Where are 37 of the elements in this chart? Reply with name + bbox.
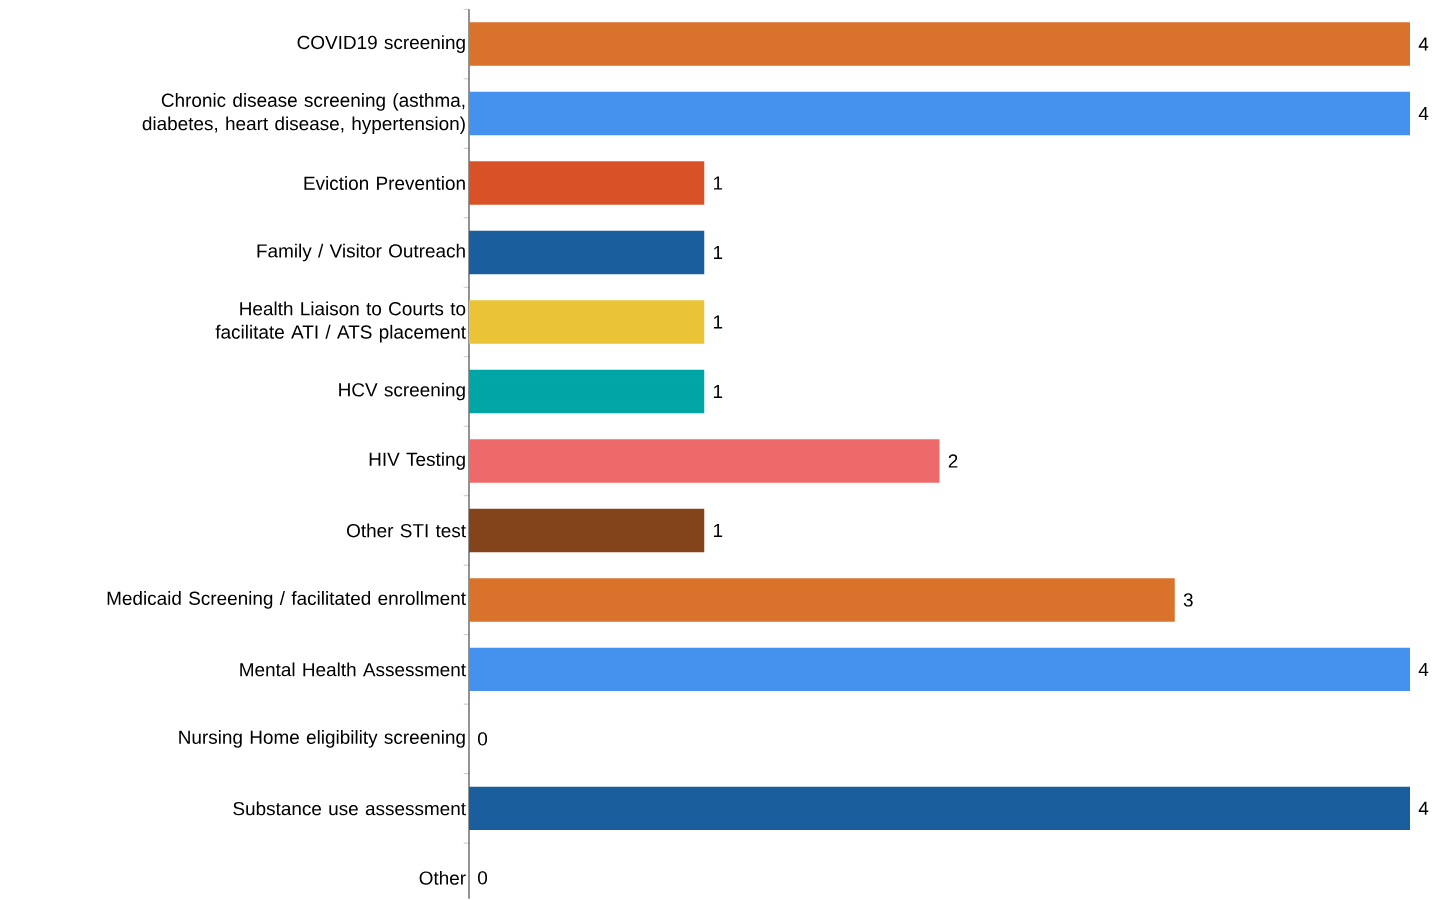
bar: [469, 22, 1411, 66]
y-tick-label: Family / Visitor Outreach: [257, 243, 465, 262]
y-tick-label: Eviction Prevention: [304, 176, 465, 190]
y-tick-label: Medicaid Screening / facilitated enrollment: [107, 591, 466, 609]
data-label: 1: [713, 176, 723, 190]
bar: [469, 578, 1175, 622]
y-tick-label: HCV screening: [339, 382, 465, 401]
y-tick-label: Mental Health Assessment: [240, 662, 466, 677]
data-label: 3: [1183, 593, 1193, 607]
bar: [469, 647, 1411, 692]
bar: [469, 91, 1411, 136]
data-label: 0: [478, 871, 488, 885]
data-label: 1: [713, 246, 723, 260]
y-tick-label: Nursing Home eligibility screening: [179, 730, 465, 748]
data-label: 4: [1418, 662, 1429, 676]
data-label: 1: [713, 315, 723, 329]
data-label: 4: [1418, 37, 1429, 51]
data-label: 0: [478, 732, 488, 746]
bar: [469, 369, 705, 414]
y-tick-label: Chronic disease screening (asthma, diabetes, heart disease, hypertension): [142, 93, 465, 135]
y-tick-label: HIV Testing: [369, 452, 465, 470]
y-tick-label: COVID19 screening: [297, 35, 465, 53]
data-label: 1: [713, 523, 723, 537]
bar: [469, 439, 940, 483]
y-tick-label: Substance use assessment: [233, 801, 466, 816]
data-label: 4: [1418, 801, 1429, 815]
bar: [469, 230, 705, 275]
bar: [469, 161, 705, 205]
data-label: 2: [948, 454, 958, 468]
bar: [469, 786, 1411, 831]
y-tick-label: Other: [419, 870, 466, 885]
bar: [469, 508, 705, 553]
data-label: 4: [1418, 107, 1429, 121]
y-tick-label: Health Liaison to Courts to facilitate ATI / ATS placement: [215, 301, 466, 343]
bar: [469, 300, 705, 344]
data-label: 1: [713, 384, 723, 398]
y-tick-label: Other STI test: [347, 523, 466, 538]
